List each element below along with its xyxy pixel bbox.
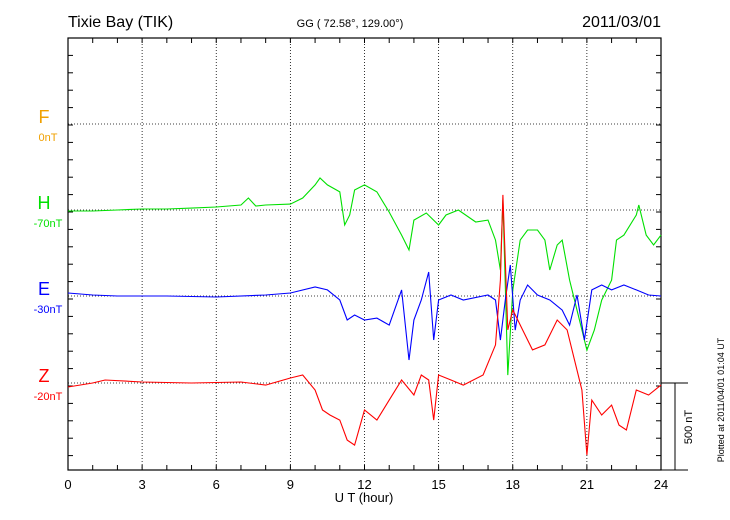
chart-title: Tixie Bay (TIK) — [68, 14, 173, 31]
x-tick-label: 3 — [139, 477, 146, 492]
trace-h — [68, 177, 662, 376]
series-name-e: E — [38, 279, 50, 299]
x-axis-label: U T (hour) — [335, 490, 394, 505]
series-baseline-f: 0nT — [39, 132, 58, 144]
x-tick-label: 6 — [213, 477, 220, 492]
x-tick-label: 12 — [357, 477, 371, 492]
series-baseline-z: -20nT — [34, 391, 63, 403]
x-tick-label: 18 — [506, 477, 520, 492]
series-name-f: F — [39, 107, 50, 127]
x-tick-label: 0 — [64, 477, 71, 492]
trace-z — [67, 194, 662, 456]
series-baseline-e: -30nT — [34, 304, 63, 316]
series-baseline-h: -70nT — [34, 218, 63, 230]
x-tick-label: 9 — [287, 477, 294, 492]
plotted-at-footer: Plotted at 2011/04/01 01:04 UT — [716, 337, 726, 462]
chart-subtitle: GG ( 72.58°, 129.00°) — [297, 18, 404, 30]
series-name-z: Z — [39, 366, 50, 386]
scale-bar-label: 500 nT — [683, 410, 695, 445]
x-tick-label: 21 — [580, 477, 594, 492]
trace-e — [67, 264, 662, 361]
x-tick-label: 15 — [431, 477, 445, 492]
chart-date: 2011/03/01 — [582, 14, 661, 31]
series-name-h: H — [38, 193, 51, 213]
x-tick-label: 24 — [654, 477, 668, 492]
